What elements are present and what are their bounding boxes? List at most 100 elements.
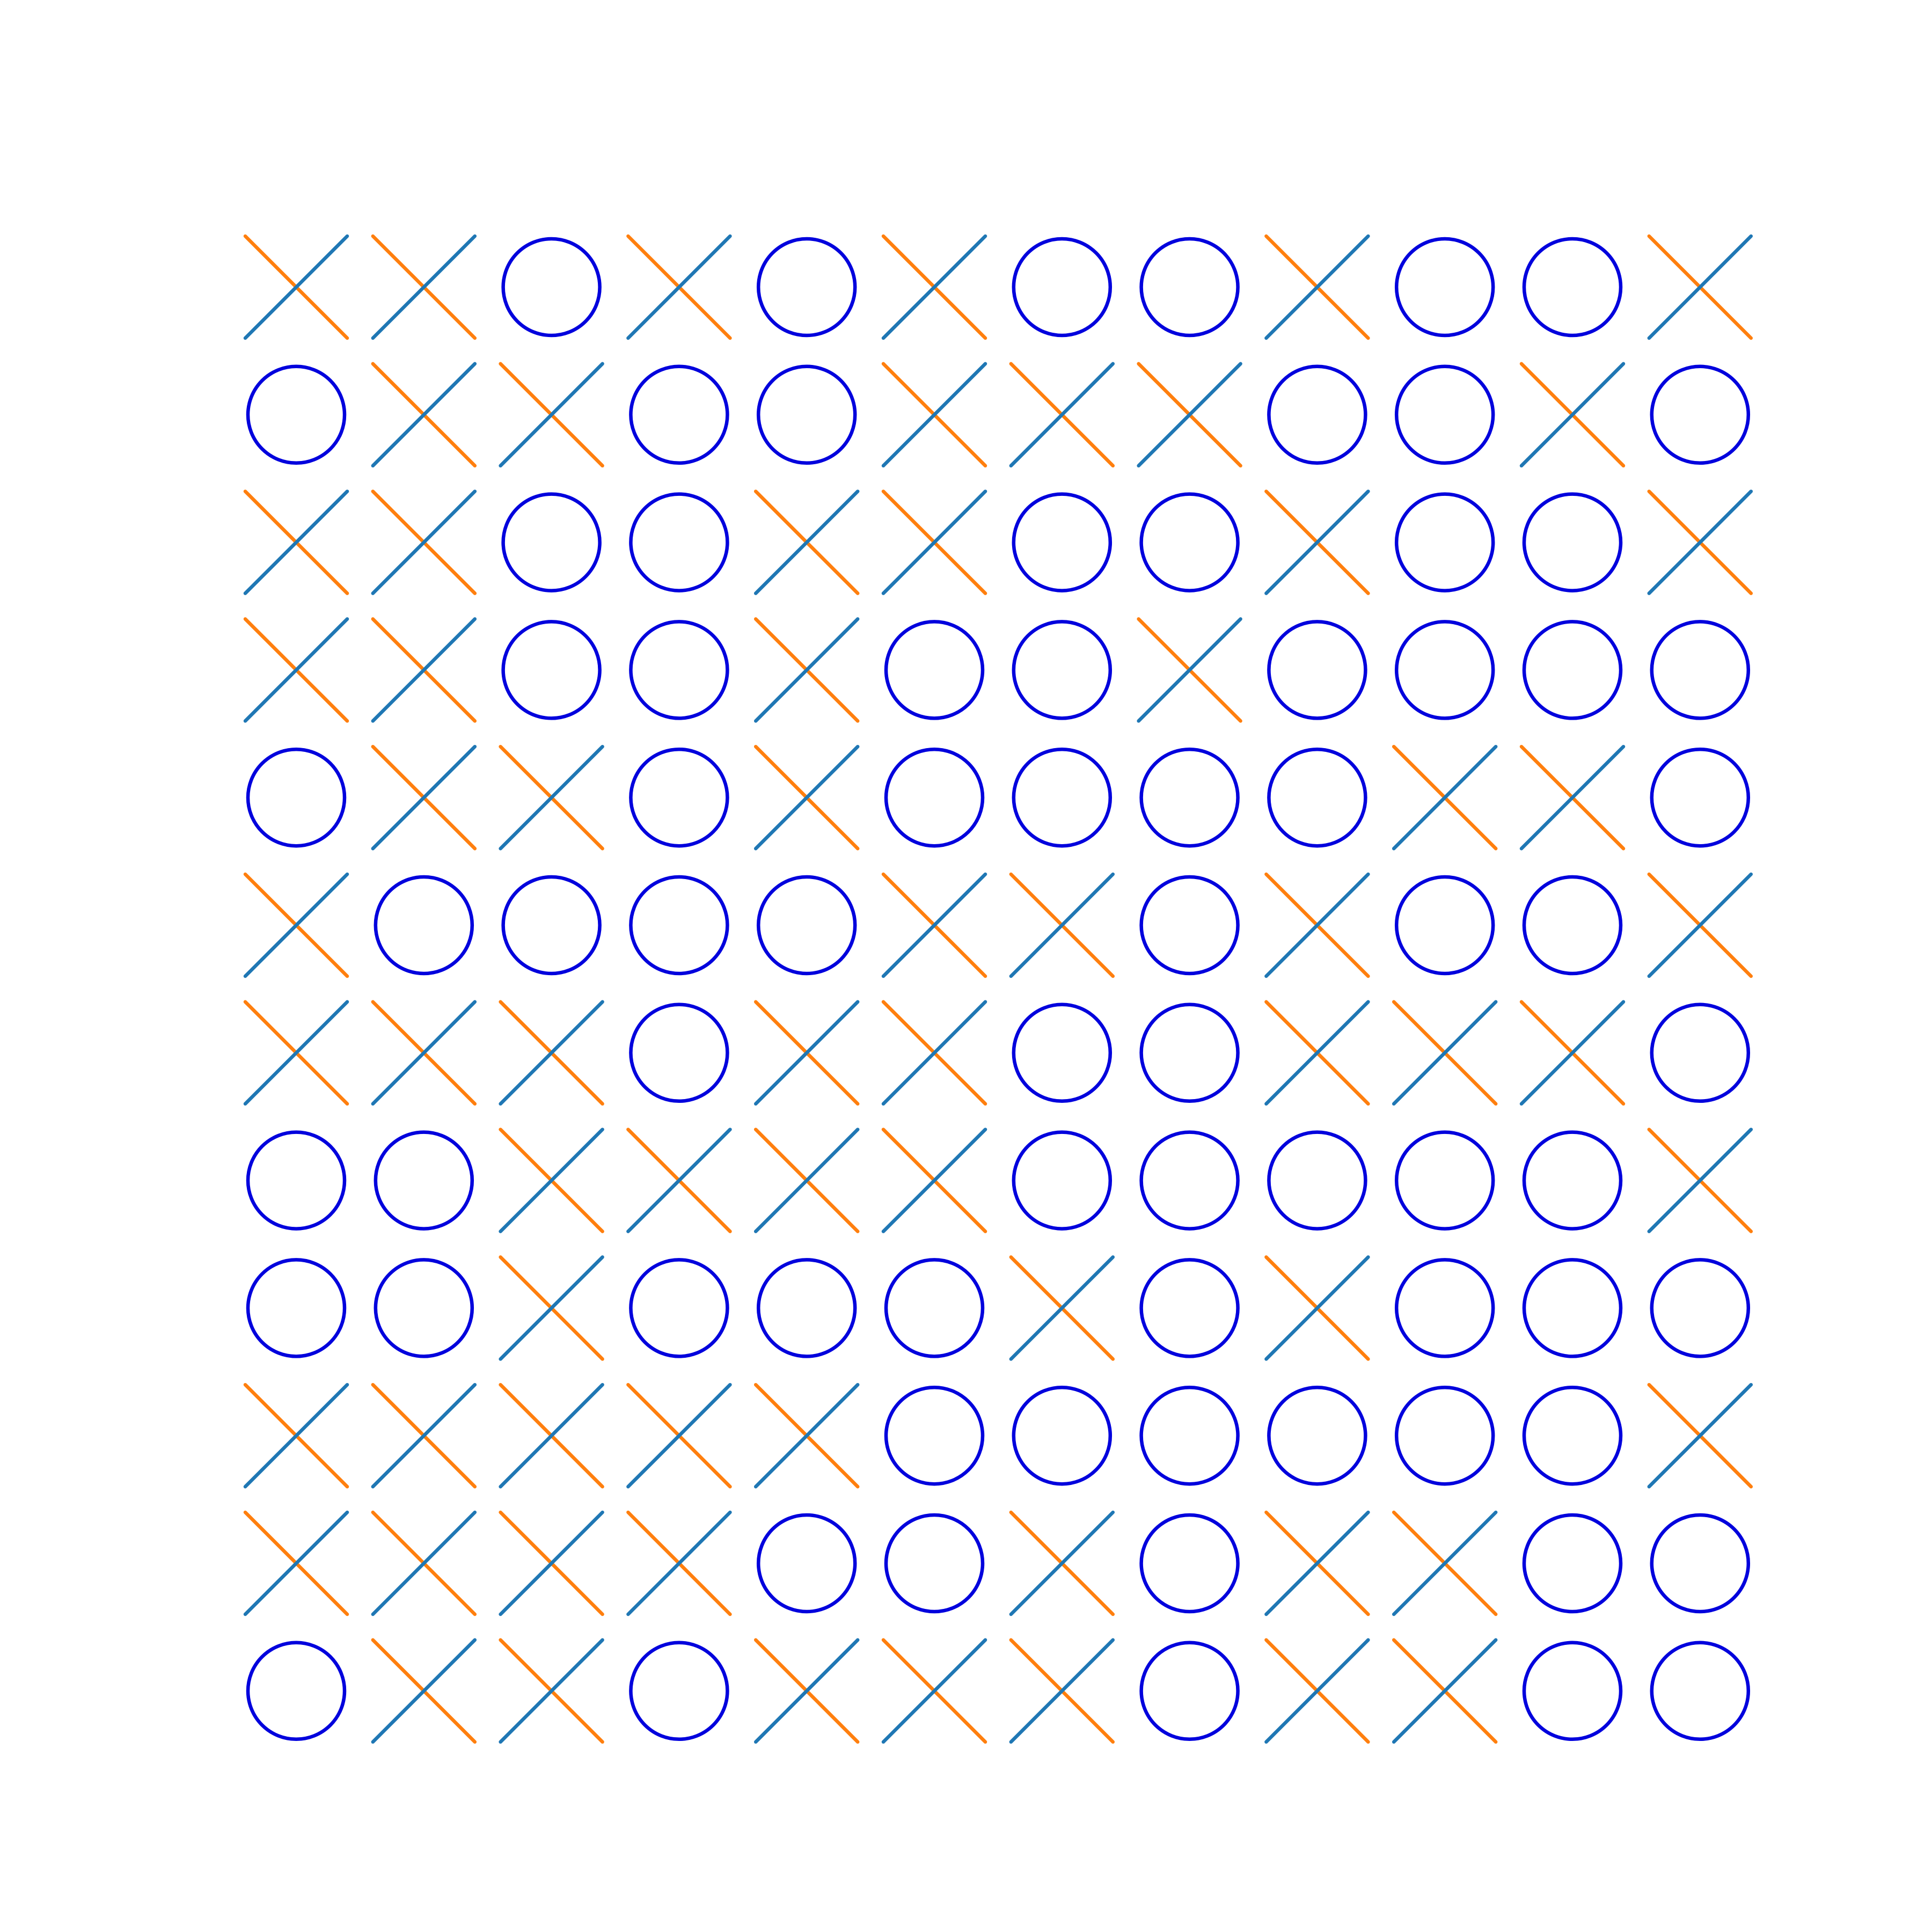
o-mark-r5-c9 <box>1267 747 1367 848</box>
o-mark-r1-c10 <box>1394 237 1495 338</box>
o-mark-r2-c9 <box>1267 364 1367 465</box>
x-stroke-up <box>1392 1638 1498 1744</box>
o-mark-r4-c11 <box>1522 620 1623 720</box>
o-mark-r7-c8 <box>1139 1002 1240 1103</box>
x-mark-r1-c6 <box>881 234 987 340</box>
x-stroke-up <box>753 744 860 851</box>
o-mark-r3-c11 <box>1522 492 1623 592</box>
o-mark-r5-c12 <box>1650 747 1751 848</box>
x-stroke-up <box>1009 362 1115 468</box>
x-mark-r11-c4 <box>626 1510 732 1616</box>
x-stroke-up <box>1264 234 1370 340</box>
x-mark-r7-c3 <box>499 1000 604 1106</box>
x-stroke-up <box>753 1128 860 1233</box>
x-stroke-up <box>626 1382 732 1489</box>
o-mark-r3-c4 <box>629 492 729 592</box>
x-mark-r12-c9 <box>1264 1638 1370 1744</box>
x-stroke-up <box>1137 617 1242 723</box>
x-stroke-up <box>1647 1382 1753 1489</box>
x-stroke-up <box>753 1000 860 1106</box>
x-mark-r8-c6 <box>881 1128 987 1233</box>
o-mark-r8-c11 <box>1522 1130 1623 1231</box>
x-stroke-up <box>499 1510 604 1616</box>
o-mark-r12-c8 <box>1139 1641 1240 1741</box>
x-stroke-up <box>243 872 349 978</box>
x-mark-r4-c5 <box>753 617 860 723</box>
o-mark-r3-c7 <box>1012 492 1113 592</box>
x-mark-r7-c6 <box>881 1000 987 1106</box>
x-stroke-up <box>371 489 477 595</box>
o-mark-r10-c9 <box>1267 1385 1367 1486</box>
x-stroke-up <box>1264 1000 1370 1106</box>
x-stroke-up <box>1647 234 1753 340</box>
x-mark-r3-c6 <box>881 489 987 595</box>
o-mark-r1-c7 <box>1012 237 1113 338</box>
x-mark-r2-c3 <box>499 362 604 468</box>
x-stroke-up <box>499 1638 604 1744</box>
x-stroke-up <box>243 234 349 340</box>
x-stroke-up <box>371 234 477 340</box>
o-mark-r3-c3 <box>501 492 602 592</box>
x-stroke-up <box>1264 1638 1370 1744</box>
o-mark-r4-c7 <box>1012 620 1113 720</box>
o-mark-r10-c11 <box>1522 1385 1623 1486</box>
x-mark-r5-c3 <box>499 744 604 851</box>
o-mark-r1-c11 <box>1522 237 1623 338</box>
o-mark-r10-c7 <box>1012 1385 1113 1486</box>
o-mark-r9-c8 <box>1139 1258 1240 1358</box>
o-mark-r7-c7 <box>1012 1002 1113 1103</box>
x-mark-r5-c2 <box>371 744 477 851</box>
x-mark-r6-c1 <box>243 872 349 978</box>
x-stroke-up <box>881 872 987 978</box>
x-mark-r12-c6 <box>881 1638 987 1744</box>
o-mark-r4-c12 <box>1650 620 1751 720</box>
x-mark-r2-c6 <box>881 362 987 468</box>
x-mark-r12-c3 <box>499 1638 604 1744</box>
x-stroke-up <box>753 617 860 723</box>
o-mark-r10-c8 <box>1139 1385 1240 1486</box>
o-mark-r8-c10 <box>1394 1130 1495 1231</box>
o-mark-r12-c11 <box>1522 1641 1623 1741</box>
x-stroke-up <box>1519 362 1626 468</box>
x-stroke-up <box>626 1128 732 1233</box>
x-mark-r12-c7 <box>1009 1638 1115 1744</box>
o-mark-r2-c1 <box>246 364 347 465</box>
o-mark-r7-c4 <box>629 1002 729 1103</box>
o-mark-r11-c5 <box>756 1513 857 1614</box>
o-mark-r9-c12 <box>1650 1258 1751 1358</box>
x-mark-r11-c1 <box>243 1510 349 1616</box>
x-mark-r1-c2 <box>371 234 477 340</box>
o-mark-r8-c7 <box>1012 1130 1113 1231</box>
x-mark-r10-c1 <box>243 1382 349 1489</box>
o-mark-r6-c3 <box>501 875 602 976</box>
x-mark-r8-c12 <box>1647 1128 1753 1233</box>
x-mark-r2-c2 <box>371 362 477 468</box>
x-mark-r6-c12 <box>1647 872 1753 978</box>
o-mark-r11-c11 <box>1522 1513 1623 1614</box>
o-mark-r4-c3 <box>501 620 602 720</box>
x-stroke-up <box>1647 489 1753 595</box>
x-mark-r7-c1 <box>243 1000 349 1106</box>
x-stroke-up <box>499 744 604 851</box>
o-mark-r12-c1 <box>246 1641 347 1741</box>
x-stroke-up <box>371 1510 477 1616</box>
o-mark-r5-c8 <box>1139 747 1240 848</box>
x-stroke-up <box>1519 744 1626 851</box>
x-stroke-up <box>626 234 732 340</box>
o-mark-r2-c5 <box>756 364 857 465</box>
x-stroke-up <box>753 1638 860 1744</box>
o-mark-r2-c4 <box>629 364 729 465</box>
o-mark-r7-c12 <box>1650 1002 1751 1103</box>
x-stroke-up <box>626 1510 732 1616</box>
o-mark-r5-c7 <box>1012 747 1113 848</box>
x-mark-r11-c2 <box>371 1510 477 1616</box>
o-mark-r6-c4 <box>629 875 729 976</box>
x-mark-r10-c12 <box>1647 1382 1753 1489</box>
x-mark-r1-c1 <box>243 234 349 340</box>
x-mark-r2-c8 <box>1137 362 1242 468</box>
x-mark-r2-c11 <box>1519 362 1626 468</box>
o-mark-r1-c3 <box>501 237 602 338</box>
x-mark-r8-c3 <box>499 1128 604 1233</box>
x-mark-r11-c9 <box>1264 1510 1370 1616</box>
